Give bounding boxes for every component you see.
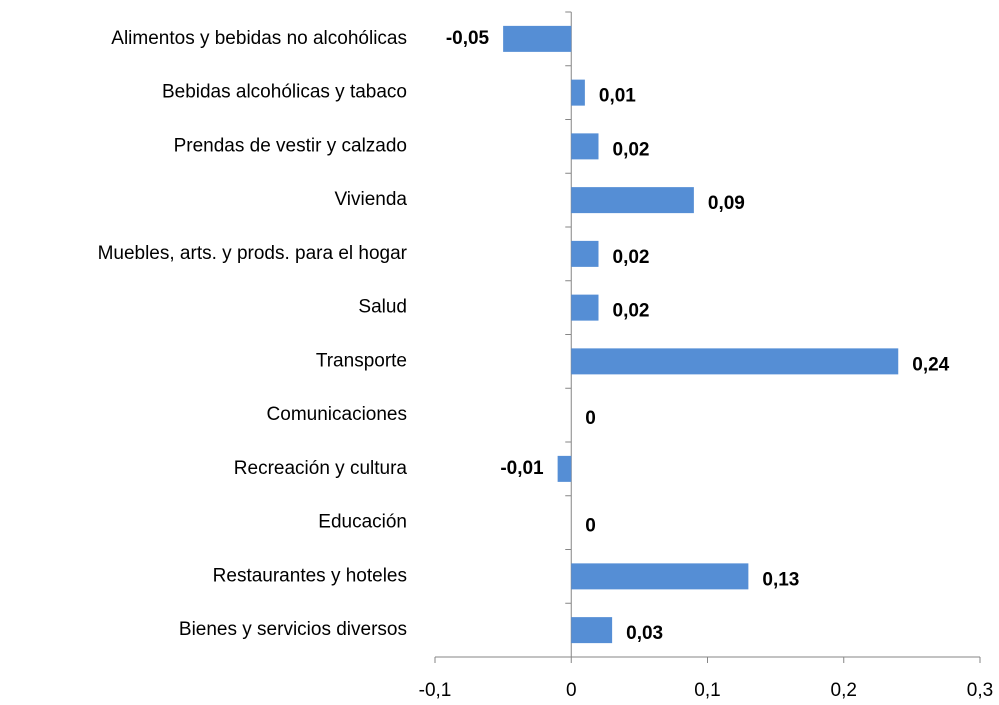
value-label: -0,05	[446, 28, 490, 49]
category-label: Alimentos y bebidas no alcohólicas	[111, 28, 407, 49]
value-label: 0,03	[626, 623, 663, 644]
bar	[571, 617, 613, 644]
bar	[571, 133, 599, 160]
category-label: Comunicaciones	[267, 404, 407, 425]
value-label: 0,01	[599, 86, 636, 107]
category-label: Prendas de vestir y calzado	[174, 135, 407, 156]
category-label: Bebidas alcohólicas y tabaco	[162, 82, 407, 103]
category-label: Bienes y servicios diversos	[179, 619, 407, 640]
bar	[571, 563, 749, 590]
value-label: 0,24	[912, 354, 949, 375]
category-label: Vivienda	[334, 189, 407, 210]
value-label: 0,02	[613, 301, 650, 322]
category-label: Transporte	[316, 350, 407, 371]
x-tick-label: 0,2	[831, 680, 857, 701]
bar	[503, 25, 572, 52]
bar	[571, 79, 585, 106]
bar	[571, 240, 599, 267]
x-tick-label: 0,1	[694, 680, 720, 701]
value-label: -0,01	[500, 458, 544, 479]
value-label: 0,02	[613, 247, 650, 268]
value-label: 0	[585, 408, 596, 429]
x-tick-label: -0,1	[419, 680, 452, 701]
bar	[557, 455, 572, 482]
x-tick-label: 0,3	[967, 680, 993, 701]
category-label: Recreación y cultura	[234, 458, 408, 479]
bar	[571, 348, 899, 375]
value-label: 0,02	[613, 139, 650, 160]
x-tick-label: 0	[566, 680, 577, 701]
value-label: 0,09	[708, 193, 745, 214]
bar	[571, 187, 694, 214]
value-label: 0	[585, 516, 596, 537]
category-label: Restaurantes y hoteles	[213, 565, 407, 586]
bar	[571, 294, 599, 321]
category-label: Salud	[358, 297, 407, 318]
category-label: Educación	[318, 512, 407, 533]
value-label: 0,13	[762, 569, 799, 590]
category-label: Muebles, arts. y prods. para el hogar	[98, 243, 408, 264]
